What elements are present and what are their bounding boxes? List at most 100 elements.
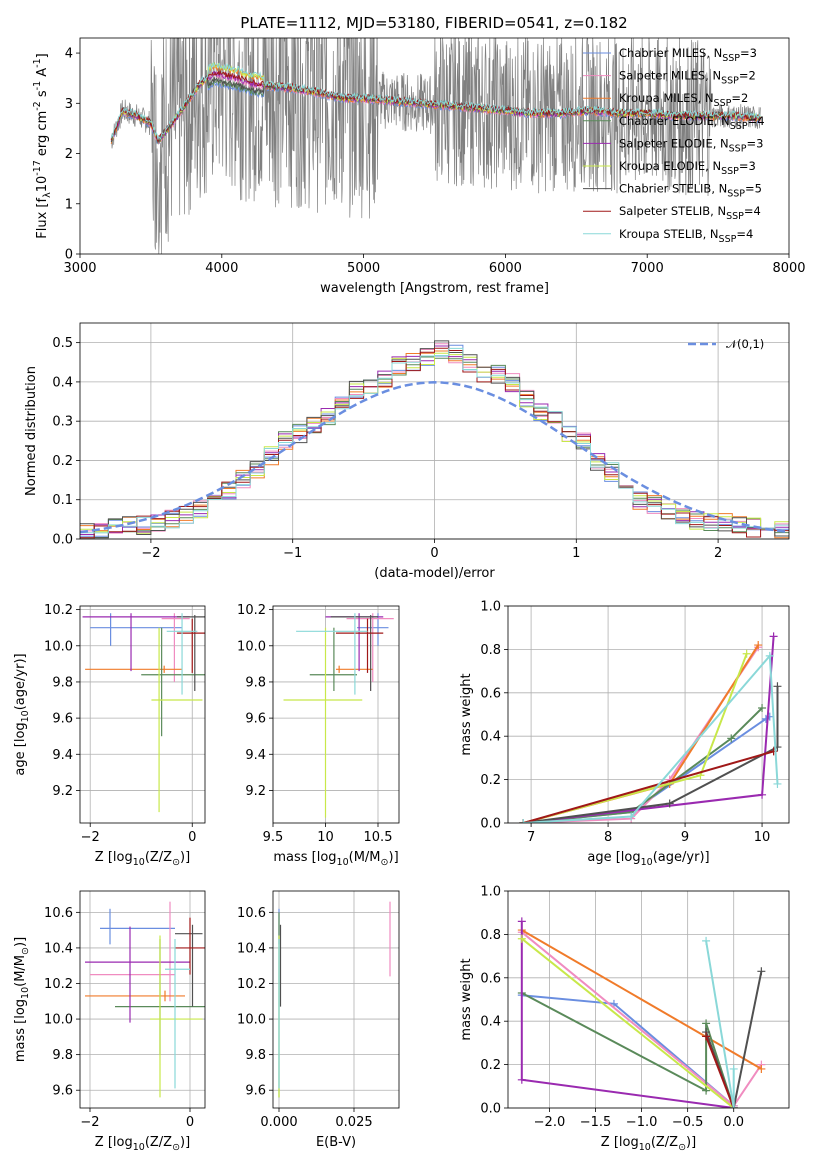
y-tick-label: 0.1	[52, 493, 73, 508]
axes-spectrum: 3000 4000 5000 6000 7000 8000 0 1 2 3 4 wavelength …	[32, 37, 806, 296]
y-tick-label: 3	[65, 97, 73, 112]
x-tick-label: 7000	[631, 261, 664, 276]
y-tick-label: 0.6	[480, 971, 501, 986]
plot-area	[110, 38, 761, 254]
weight-line-7	[523, 750, 774, 823]
x-tick-label: −1.0	[626, 1115, 658, 1130]
y-tick-label: 0.6	[480, 686, 501, 701]
y-tick-label: 1.0	[480, 885, 501, 900]
weight-marker	[758, 790, 767, 799]
y-tick-label: 0.0	[52, 533, 73, 548]
y-tick-label: 10.2	[237, 603, 266, 618]
residual-histogram-7	[80, 347, 789, 539]
y-axis-label: age [log10(age/yr)]	[13, 653, 31, 775]
y-axis-label: Normed distribution	[24, 366, 39, 496]
y-tick-label: 0.3	[52, 415, 73, 430]
plot-area	[519, 632, 782, 823]
x-tick-label: −1.5	[580, 1115, 612, 1130]
y-tick-label: 0.8	[480, 928, 501, 943]
weight-marker	[702, 1086, 711, 1095]
weight-marker	[702, 1019, 711, 1028]
weight-marker	[742, 649, 751, 658]
plot-area	[82, 613, 205, 813]
weight-marker	[517, 1075, 526, 1084]
axes-mass_age: 9.5 10 10.5 9.2 9.4 9.6 9.8 10.0 10.2 mass [log10…	[237, 603, 400, 868]
x-tick-label: 10	[754, 830, 771, 845]
legend-entry: 𝒩(0,1)	[726, 337, 764, 351]
x-tick-label: −2	[80, 1115, 99, 1130]
legend-entry: Salpeter MILES, NSSP=2	[619, 69, 756, 87]
y-tick-label: 0.0	[480, 817, 501, 832]
x-tick-label: 5000	[347, 261, 380, 276]
model-spectrum-7	[110, 70, 761, 144]
weight-marker	[769, 632, 778, 641]
y-tick-label: 2	[65, 147, 73, 162]
x-tick-label: −0.5	[672, 1115, 704, 1130]
y-tick-label: 0.4	[480, 1015, 501, 1030]
weight-marker	[757, 967, 766, 976]
weight-marker	[727, 734, 736, 743]
weight-line-3	[521, 992, 735, 1108]
y-tick-label: 9.8	[245, 1048, 266, 1063]
y-tick-label: 0.8	[480, 643, 501, 658]
axes-Z_weight: −2.0 −1.5 −1.0 −0.5 0.0 0.0 0.2 0.4 0.6 0.8 1.0 Z […	[459, 885, 790, 1153]
y-tick-label: 10.4	[237, 941, 266, 956]
weight-marker	[758, 703, 767, 712]
y-tick-label: 0.2	[480, 773, 501, 788]
x-tick-label: 10.5	[364, 830, 393, 845]
axes-ebv_mass: 0.000 0.025 9.6 9.8 10.0 10.2 10.4 10.6 E(B-V)	[237, 890, 400, 1150]
y-tick-label: 9.4	[52, 748, 73, 763]
y-tick-label: 0.2	[480, 1058, 501, 1073]
axes-frame	[79, 890, 206, 1109]
weight-marker	[702, 936, 711, 945]
x-tick-label: 8000	[772, 261, 805, 276]
residual-histogram-8	[80, 347, 789, 534]
y-tick-label: 1.0	[480, 600, 501, 615]
x-tick-label: 4000	[205, 261, 238, 276]
axes-Z_mass: −2 0 9.6 9.8 10.0 10.2 10.4 10.6 Z [log10(Z/Z⊙)]…	[13, 890, 206, 1153]
x-tick-label: 0	[188, 830, 196, 845]
y-tick-label: 9.8	[52, 675, 73, 690]
x-tick-label: 1	[572, 546, 580, 561]
axes-frame	[79, 322, 790, 540]
weight-marker	[773, 779, 782, 788]
x-tick-label: −2	[141, 546, 160, 561]
y-tick-label: 0.4	[52, 375, 73, 390]
weight-marker	[517, 917, 526, 926]
y-tick-label: 10.0	[44, 639, 73, 654]
weight-line-8	[705, 940, 735, 1108]
x-axis-label: E(B-V)	[316, 1135, 356, 1150]
axes-frame	[272, 890, 400, 1109]
axes-frame	[79, 37, 790, 255]
y-tick-label: 0.0	[480, 1102, 501, 1117]
x-axis-label: Z [log10(Z/Z⊙)]	[95, 850, 190, 868]
y-tick-label: 9.6	[52, 712, 73, 727]
y-axis-label: mass [log10(M/M⊙)]	[13, 937, 31, 1062]
y-tick-label: 0.5	[52, 336, 73, 351]
weight-line-2	[521, 929, 762, 1070]
y-tick-label: 9.6	[245, 712, 266, 727]
y-tick-label: 10.0	[237, 639, 266, 654]
weight-marker	[627, 812, 636, 821]
y-tick-label: 9.6	[52, 1084, 73, 1099]
weight-line-8	[523, 653, 779, 823]
x-tick-label: 6000	[489, 261, 522, 276]
x-tick-label: 3000	[63, 261, 96, 276]
y-tick-label: 10.6	[44, 906, 73, 921]
legend-entry: Salpeter ELODIE, NSSP=3	[619, 136, 763, 154]
residual-histogram-6	[80, 340, 789, 539]
y-tick-label: 10.4	[44, 941, 73, 956]
weight-marker	[754, 641, 763, 650]
y-tick-label: 9.8	[245, 675, 266, 690]
observed-spectrum	[110, 38, 761, 254]
legend-entry: Kroupa ELODIE, NSSP=3	[619, 159, 756, 177]
axes-age_weight: 7 8 9 10 0.0 0.2 0.4 0.6 0.8 1.0 age [log10(age/yr…	[459, 600, 790, 868]
x-axis-label: age [log10(age/yr)]	[587, 850, 709, 868]
x-tick-label: 9.5	[263, 830, 284, 845]
y-tick-label: 0.4	[480, 730, 501, 745]
legend-entry: Kroupa STELIB, NSSP=4	[619, 227, 753, 245]
x-axis-label: Z [log10(Z/Z⊙)]	[601, 1135, 696, 1153]
x-tick-label: 0.025	[335, 1115, 372, 1130]
residual-histogram-5	[80, 352, 789, 534]
weight-line-5	[521, 937, 735, 1108]
